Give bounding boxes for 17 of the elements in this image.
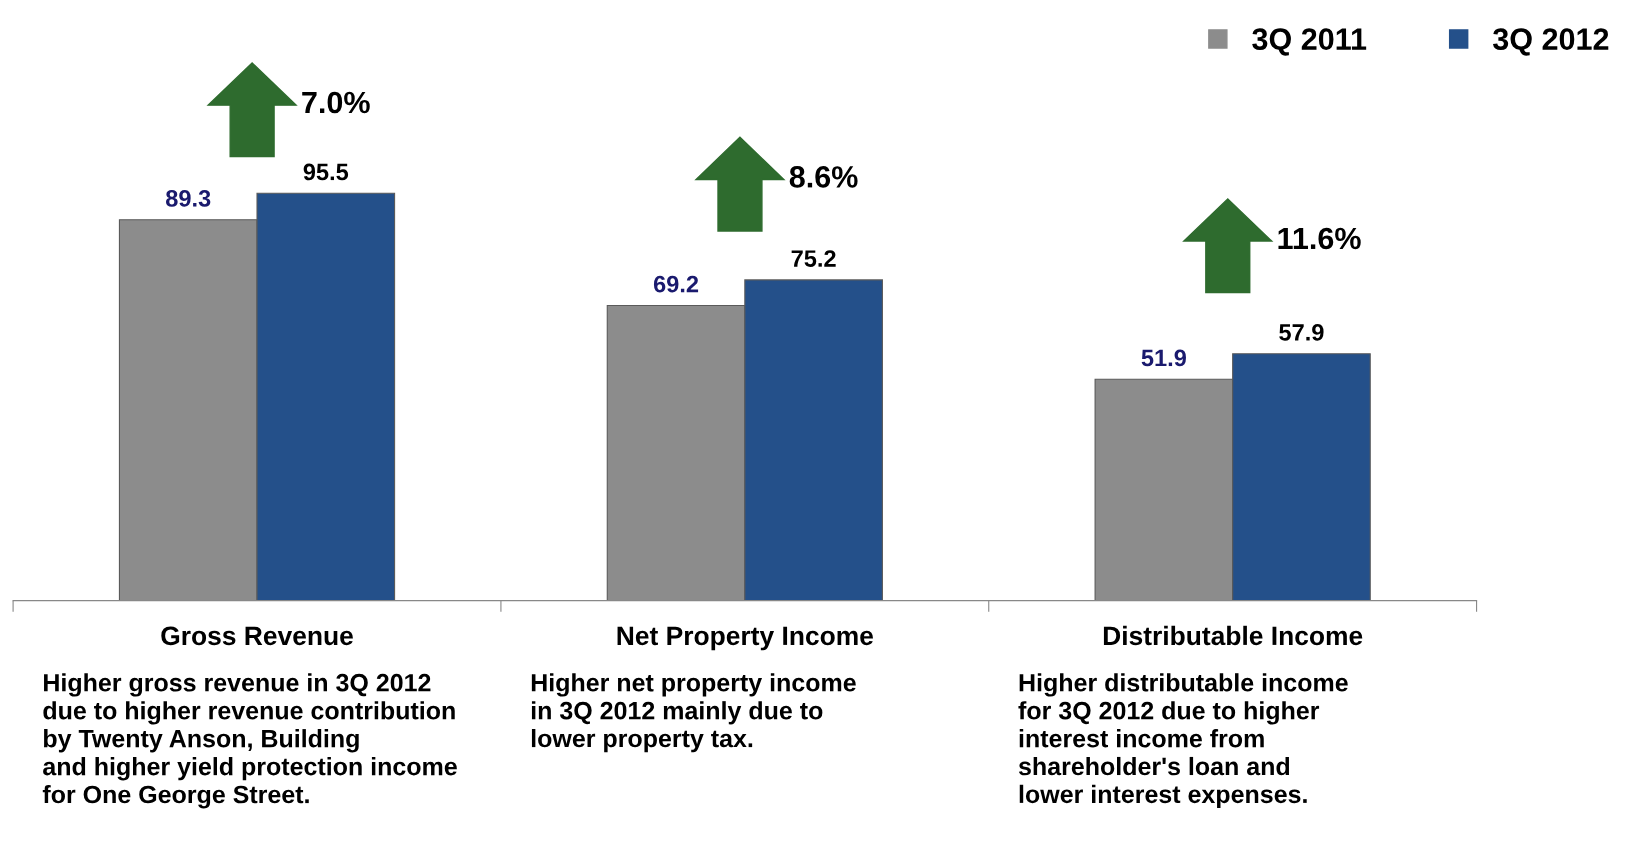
text: Higher distributable income for 3Q 2012 due to higher interest income from shareholder's loan and lower interest expenses. (1018, 673, 1348, 809)
legend-label: 3Q 2011 (1252, 28, 1367, 56)
text: 8.6% (789, 166, 858, 188)
data-label: 51.9 (1141, 349, 1186, 367)
x-tick-label: Gross Revenue (161, 626, 353, 646)
data-label: 89.3 (166, 190, 211, 207)
text: 7.0% (302, 91, 370, 114)
text: Higher gross revenue in 3Q 2012 due to higher revenue contribution by Twenty Anson, Building and higher yield protection income for One George Street. (42, 673, 457, 809)
data-label: 95.5 (303, 163, 349, 181)
x-tick-label: Distributable Income (1103, 625, 1363, 646)
data-label: 69.2 (653, 275, 699, 293)
data-label: 75.2 (791, 250, 836, 267)
legend-label: 3Q 2012 (1492, 28, 1609, 56)
text: Higher net property income in 3Q 2012 mainly due to lower property tax. (531, 673, 856, 753)
x-tick-label: Net Property Income (617, 626, 873, 651)
annotation: 11.6% (1278, 227, 1361, 250)
data-label: 57.9 (1279, 323, 1324, 341)
